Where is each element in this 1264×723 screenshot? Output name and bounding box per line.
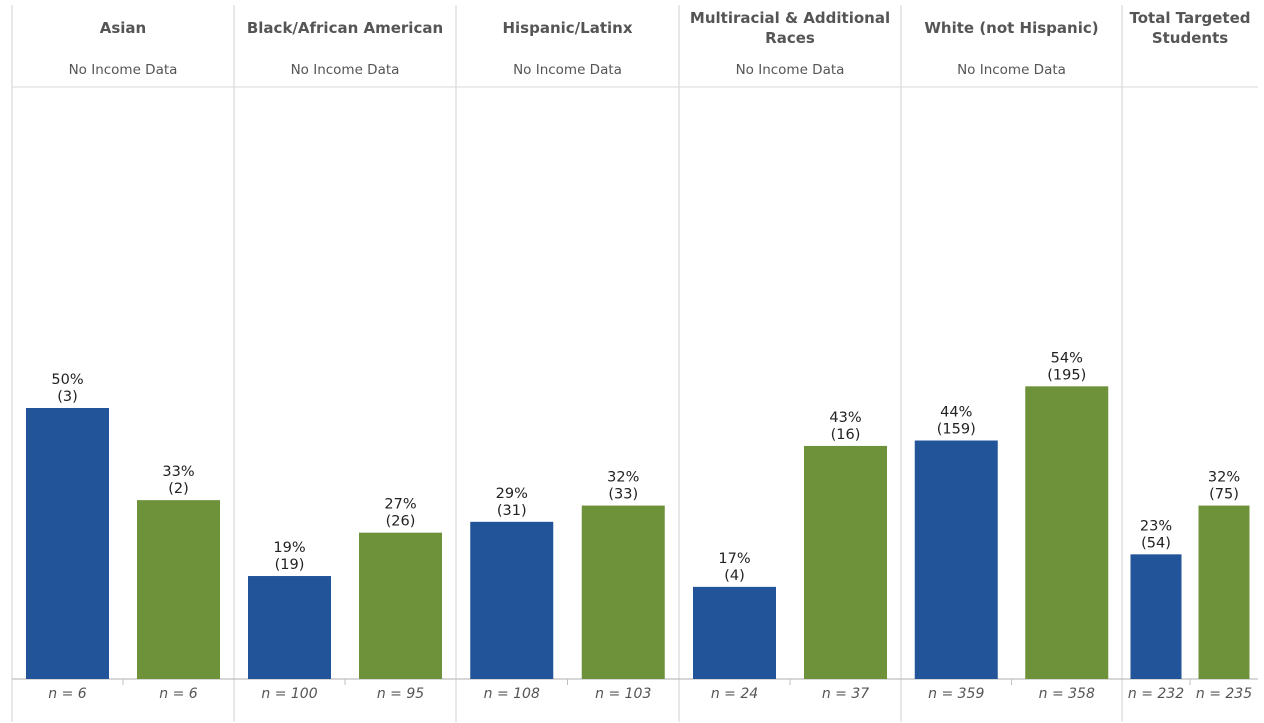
bar-n-label: n = 6 <box>48 686 87 702</box>
bar <box>581 505 665 679</box>
bar-count-label: (54) <box>1141 535 1171 551</box>
bar <box>693 586 776 679</box>
bar-count-label: (159) <box>937 422 976 438</box>
panel-subtitle: No Income Data <box>957 62 1066 78</box>
bar-n-label: n = 37 <box>822 686 869 702</box>
panel-title: Hispanic/Latinx <box>502 19 632 37</box>
bar-percent-label: 29% <box>496 486 528 502</box>
bar-percent-label: 32% <box>607 470 639 486</box>
bar <box>248 576 331 679</box>
bar <box>1025 386 1109 679</box>
bar-count-label: (33) <box>608 487 638 503</box>
bar-percent-label: 32% <box>1208 470 1240 486</box>
panel-title: Black/African American <box>247 19 443 37</box>
bar <box>359 532 442 679</box>
bar-n-label: n = 232 <box>1128 686 1184 702</box>
bar-percent-label: 44% <box>940 405 972 421</box>
bar-count-label: (19) <box>275 557 305 573</box>
panel-subtitle: No Income Data <box>69 62 178 78</box>
bar-percent-label: 17% <box>718 551 750 567</box>
bar <box>804 445 887 679</box>
bar-count-label: (26) <box>386 514 416 530</box>
bar <box>1130 554 1182 679</box>
bar-percent-label: 33% <box>162 464 194 480</box>
panel-subtitle: No Income Data <box>291 62 400 78</box>
bar-n-label: n = 235 <box>1196 686 1252 702</box>
bar-count-label: (31) <box>497 503 527 519</box>
panel-title: Multiracial & Additional <box>690 9 890 27</box>
bar-percent-label: 54% <box>1051 350 1083 366</box>
bar <box>137 500 220 679</box>
bar-n-label: n = 108 <box>484 686 540 702</box>
panel-title: Races <box>765 29 815 47</box>
bar-n-label: n = 358 <box>1039 686 1095 702</box>
bar-n-label: n = 100 <box>261 686 317 702</box>
bar-count-label: (195) <box>1047 367 1086 383</box>
bar <box>914 440 998 679</box>
bar-n-label: n = 95 <box>377 686 424 702</box>
panel-subtitle: No Income Data <box>513 62 622 78</box>
bar-count-label: (16) <box>831 427 861 443</box>
bar-percent-label: 43% <box>829 410 861 426</box>
bar-n-label: n = 6 <box>159 686 198 702</box>
panel-subtitle: No Income Data <box>736 62 845 78</box>
bar-percent-label: 27% <box>384 497 416 513</box>
bar-count-label: (4) <box>724 568 745 584</box>
panel-title: Asian <box>100 19 146 37</box>
bar <box>470 521 554 679</box>
bar-percent-label: 23% <box>1140 518 1172 534</box>
bar-count-label: (75) <box>1209 487 1239 503</box>
bar-percent-label: 19% <box>273 540 305 556</box>
bar-count-label: (2) <box>168 481 189 497</box>
bar-count-label: (3) <box>57 389 78 405</box>
bar-percent-label: 50% <box>51 372 83 388</box>
panel-title: Total Targeted <box>1129 9 1250 27</box>
panel-title: Students <box>1152 29 1228 47</box>
bar-n-label: n = 24 <box>711 686 758 702</box>
bar <box>26 408 109 679</box>
bar-n-label: n = 359 <box>928 686 984 702</box>
panel-title: White (not Hispanic) <box>924 19 1098 37</box>
bar <box>1198 505 1250 679</box>
bar-n-label: n = 103 <box>595 686 651 702</box>
